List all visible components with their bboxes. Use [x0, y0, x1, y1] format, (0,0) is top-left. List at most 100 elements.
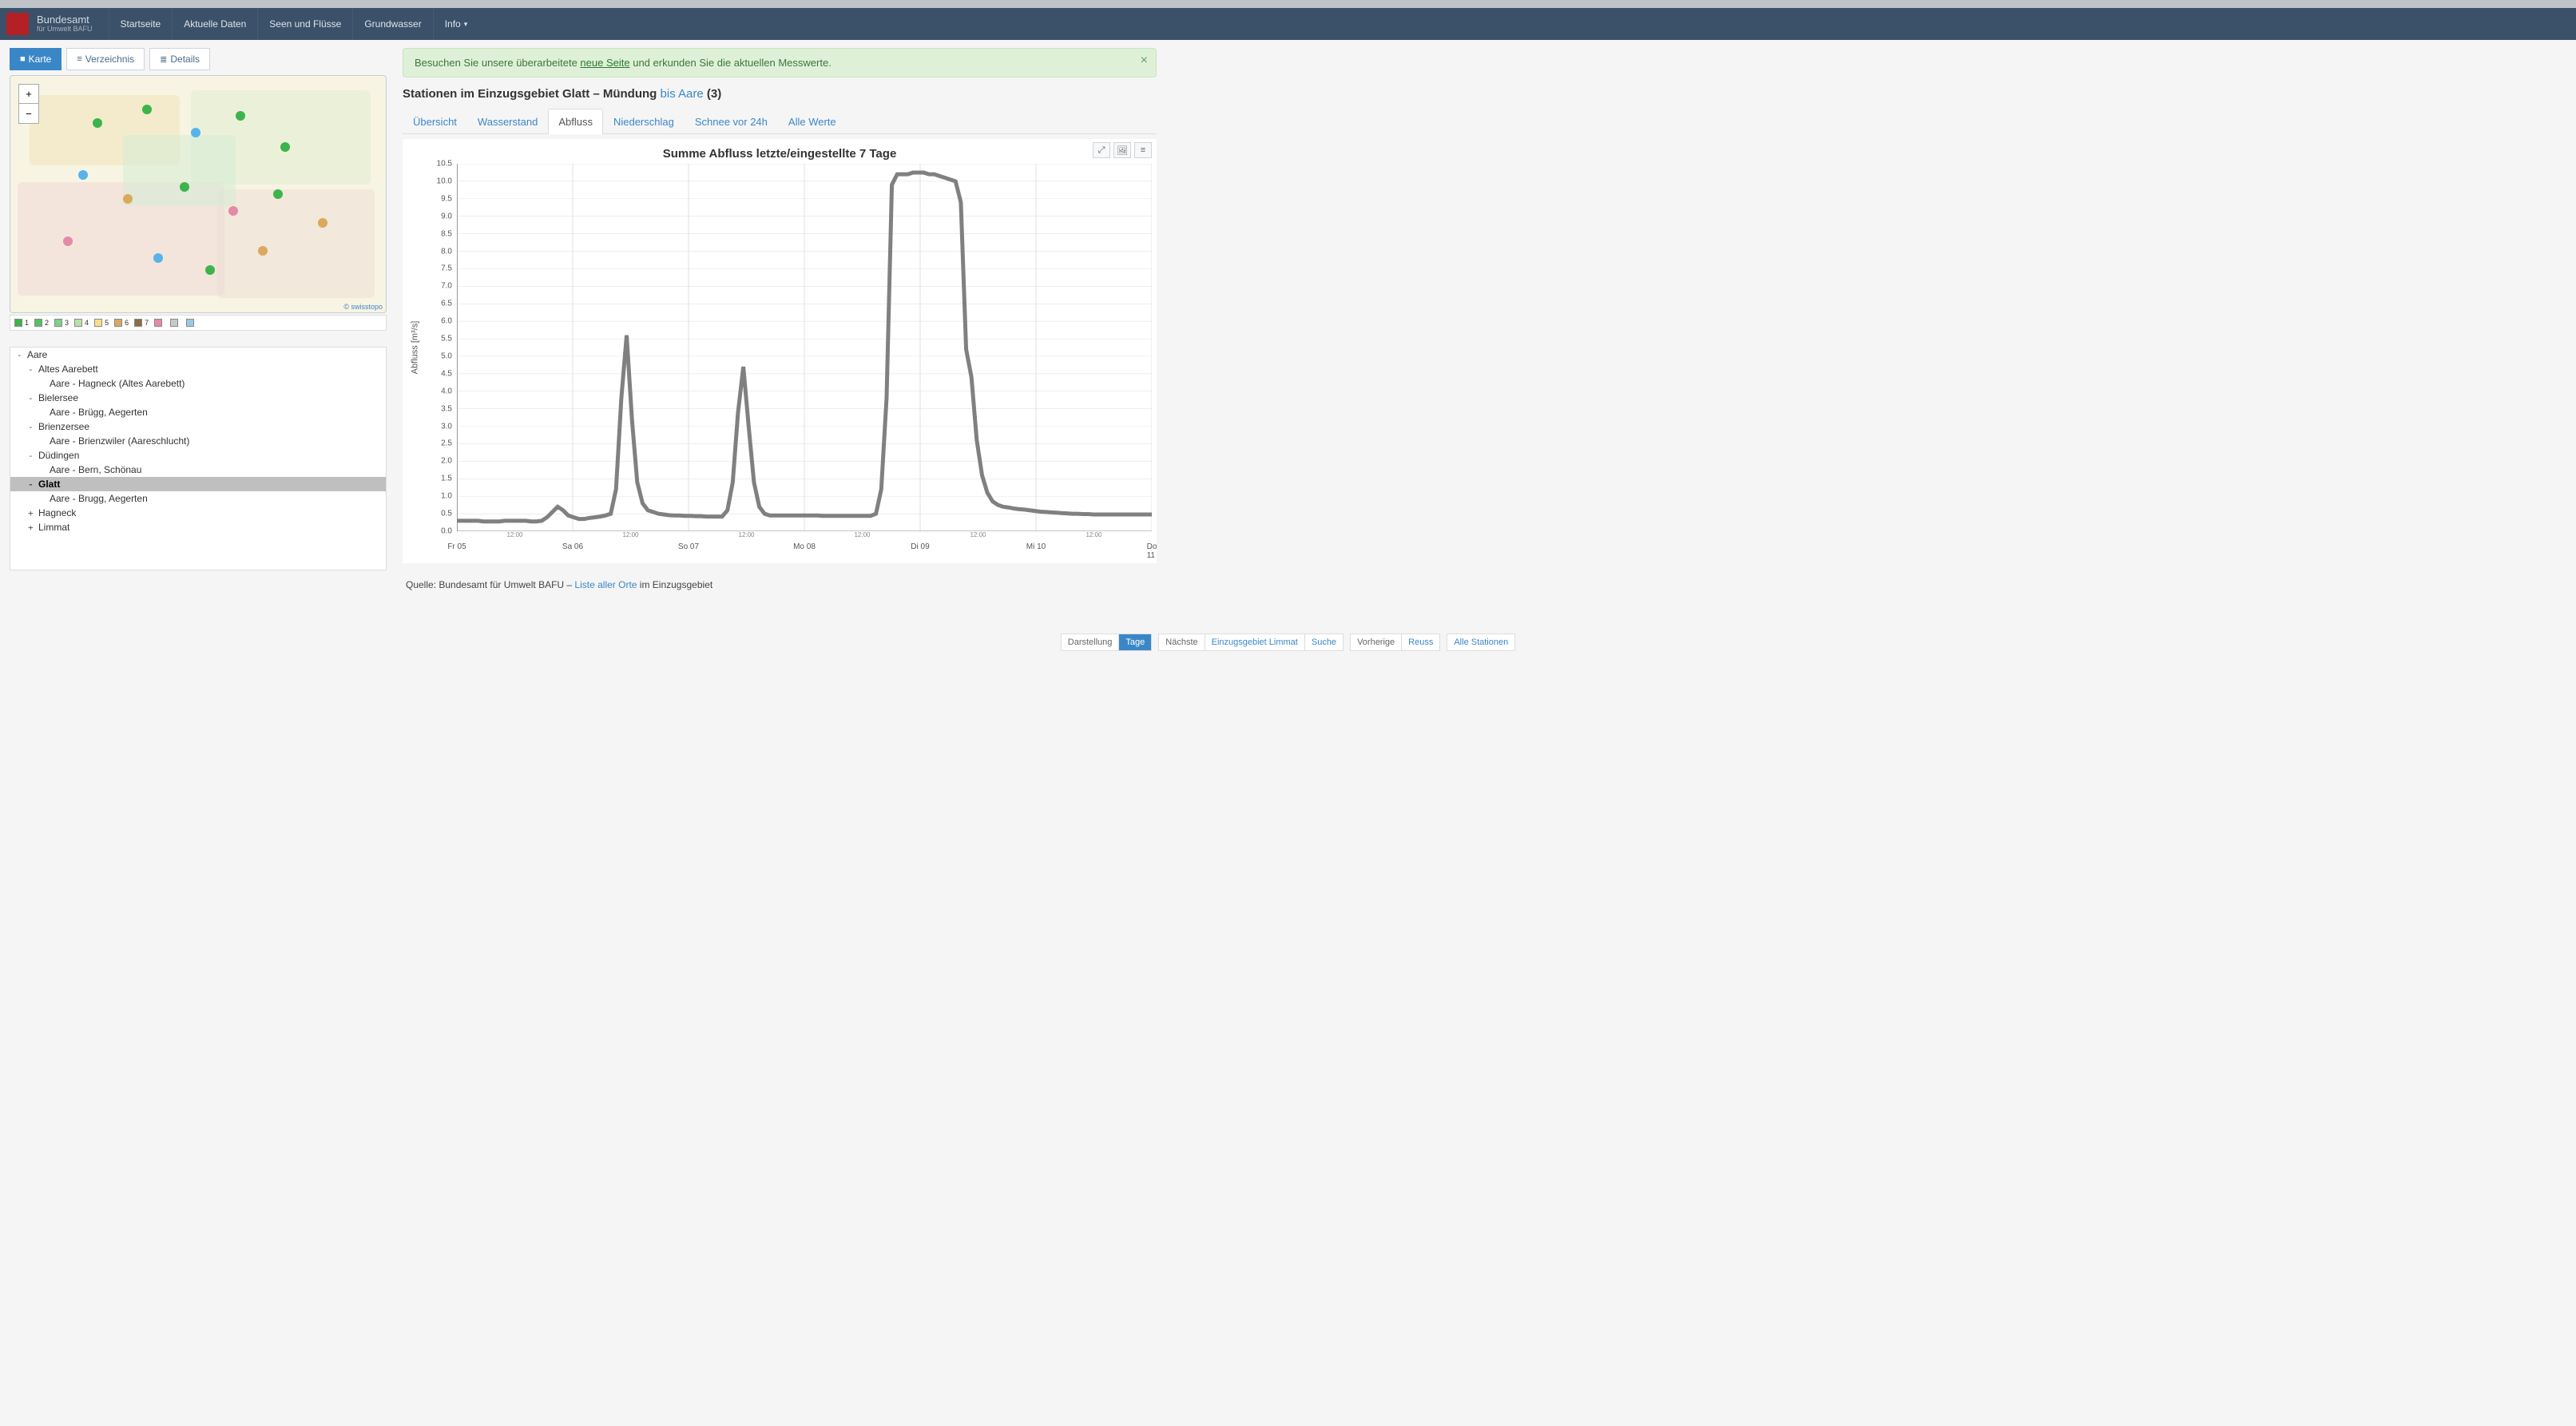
- nav-item-2[interactable]: Seen und Flüsse: [257, 8, 352, 40]
- y-tick: 6.5: [441, 300, 452, 308]
- legend-item-1: 2: [32, 319, 51, 327]
- x-minor-tick: 12:00: [622, 531, 638, 538]
- tree-label: Glatt: [38, 479, 60, 490]
- footer-cell[interactable]: Tage: [1119, 634, 1151, 650]
- tree-expander-icon[interactable]: -: [28, 422, 36, 432]
- tree-row[interactable]: Aare - Brugg, Aegerten: [10, 491, 386, 506]
- footer-cell: Vorherige: [1351, 634, 1402, 650]
- station-tree[interactable]: -Aare-Altes AarebettAare - Hagneck (Alte…: [10, 347, 387, 570]
- tree-row[interactable]: -Aare: [10, 348, 386, 362]
- content-tab-5[interactable]: Alle Werte: [778, 109, 847, 134]
- x-minor-tick: 12:00: [738, 531, 754, 538]
- left-tab-1[interactable]: ≡Verzeichnis: [66, 48, 145, 70]
- tree-label: Hagneck: [38, 507, 76, 518]
- x-tick: Do 11: [1147, 542, 1157, 560]
- left-tab-0[interactable]: ■Karte: [10, 48, 62, 70]
- legend-swatch: [186, 319, 194, 327]
- chart-zoom-icon[interactable]: ⤢: [1093, 142, 1110, 158]
- y-tick: 9.5: [441, 194, 452, 203]
- chart-toolbar: ⤢ 🖼 ≡: [1093, 142, 1152, 158]
- tree-row[interactable]: -Glatt: [10, 477, 386, 491]
- legend-item-8: [168, 319, 183, 327]
- y-tick: 4.5: [441, 369, 452, 378]
- chart-image-icon[interactable]: 🖼: [1113, 142, 1131, 158]
- tree-label: Düdingen: [38, 450, 79, 461]
- tree-label: Aare - Hagneck (Altes Aarebett): [50, 378, 185, 389]
- nav-item-0[interactable]: Startseite: [109, 8, 173, 40]
- legend-item-6: 7: [132, 319, 151, 327]
- tree-row[interactable]: +Hagneck: [10, 506, 386, 520]
- y-tick: 1.0: [441, 492, 452, 501]
- footer-cell[interactable]: Alle Stationen: [1447, 634, 1514, 650]
- info-link[interactable]: neue Seite: [580, 57, 629, 69]
- tree-row[interactable]: -Brienzersee: [10, 419, 386, 434]
- legend-label: 4: [85, 319, 89, 327]
- legend-swatch: [74, 319, 82, 327]
- tree-row[interactable]: Aare - Brienzwiler (Aareschlucht): [10, 434, 386, 448]
- tree-expander-icon[interactable]: -: [28, 479, 36, 490]
- nav-item-1[interactable]: Aktuelle Daten: [172, 8, 257, 40]
- tree-row[interactable]: -Düdingen: [10, 448, 386, 463]
- tree-expander-icon[interactable]: +: [28, 508, 36, 518]
- x-tick: Mi 10: [1026, 542, 1046, 551]
- legend-swatch: [134, 319, 142, 327]
- tree-row[interactable]: Aare - Brügg, Aegerten: [10, 405, 386, 419]
- map-zoom-out[interactable]: −: [19, 104, 38, 123]
- tree-expander-icon[interactable]: -: [28, 364, 36, 375]
- legend-swatch: [154, 319, 162, 327]
- legend-item-4: 5: [92, 319, 111, 327]
- legend-label: 6: [125, 319, 129, 327]
- navbar-brand: Bundesamt für Umwelt BAFU: [37, 14, 93, 34]
- tree-row[interactable]: Aare - Hagneck (Altes Aarebett): [10, 376, 386, 391]
- y-tick: 0.5: [441, 510, 452, 518]
- chart-menu-icon[interactable]: ≡: [1134, 142, 1152, 158]
- tree-row[interactable]: -Bielersee: [10, 391, 386, 405]
- footnote-link[interactable]: Liste aller Orte: [574, 579, 637, 590]
- footer-group-3: Alle Stationen: [1447, 634, 1515, 651]
- y-tick: 10.0: [437, 177, 452, 185]
- chart-plot[interactable]: [457, 164, 1152, 531]
- footer-cell[interactable]: Reuss: [1402, 634, 1439, 650]
- content-tab-3[interactable]: Niederschlag: [603, 109, 685, 134]
- tree-row[interactable]: +Limmat: [10, 520, 386, 534]
- map[interactable]: + − © swisstopo: [10, 75, 387, 313]
- y-tick: 2.5: [441, 439, 452, 448]
- content-tab-2[interactable]: Abfluss: [548, 109, 603, 134]
- footer-cell[interactable]: Einzugsgebiet Limmat: [1205, 634, 1305, 650]
- x-tick: Mo 08: [793, 542, 816, 551]
- map-attribution: © swisstopo: [343, 303, 383, 311]
- x-tick: Fr 05: [447, 542, 466, 551]
- nav-item-4[interactable]: Info▾: [433, 8, 479, 40]
- x-minor-tick: 12:00: [970, 531, 986, 538]
- nav-item-3[interactable]: Grundwasser: [352, 8, 432, 40]
- x-tick: So 07: [678, 542, 699, 551]
- tree-expander-icon[interactable]: -: [28, 451, 36, 461]
- map-zoom-in[interactable]: +: [19, 85, 38, 104]
- footer-cell[interactable]: Suche: [1305, 634, 1343, 650]
- info-close-icon[interactable]: ×: [1141, 54, 1148, 68]
- legend-label: 3: [65, 319, 69, 327]
- y-tick: 1.5: [441, 475, 452, 483]
- tree-expander-icon[interactable]: -: [17, 350, 25, 360]
- title-suffix: (3): [707, 87, 721, 101]
- tree-row[interactable]: Aare - Bern, Schönau: [10, 463, 386, 477]
- left-tab-2[interactable]: ≣Details: [149, 48, 210, 70]
- title-link[interactable]: bis Aare: [661, 87, 704, 101]
- tree-expander-icon[interactable]: -: [28, 393, 36, 403]
- tab-icon: ≣: [160, 54, 167, 65]
- content-tab-0[interactable]: Übersicht: [403, 109, 467, 134]
- tree-row[interactable]: -Altes Aarebett: [10, 362, 386, 376]
- y-tick: 6.0: [441, 317, 452, 326]
- content-tab-4[interactable]: Schnee vor 24h: [685, 109, 778, 134]
- legend-item-7: [152, 319, 167, 327]
- footer-bar: DarstellungTageNächsteEinzugsgebiet Limm…: [0, 634, 2576, 651]
- footer-group-2: VorherigeReuss: [1350, 634, 1440, 651]
- tree-expander-icon[interactable]: +: [28, 522, 36, 533]
- tree-label: Altes Aarebett: [38, 363, 98, 375]
- y-tick: 0.0: [441, 527, 452, 536]
- legend-item-9: [184, 319, 199, 327]
- content-tab-1[interactable]: Wasserstand: [467, 109, 548, 134]
- legend-item-3: 4: [72, 319, 91, 327]
- y-tick: 4.0: [441, 387, 452, 395]
- info-text-after: und erkunden Sie die aktuellen Messwerte…: [633, 57, 832, 69]
